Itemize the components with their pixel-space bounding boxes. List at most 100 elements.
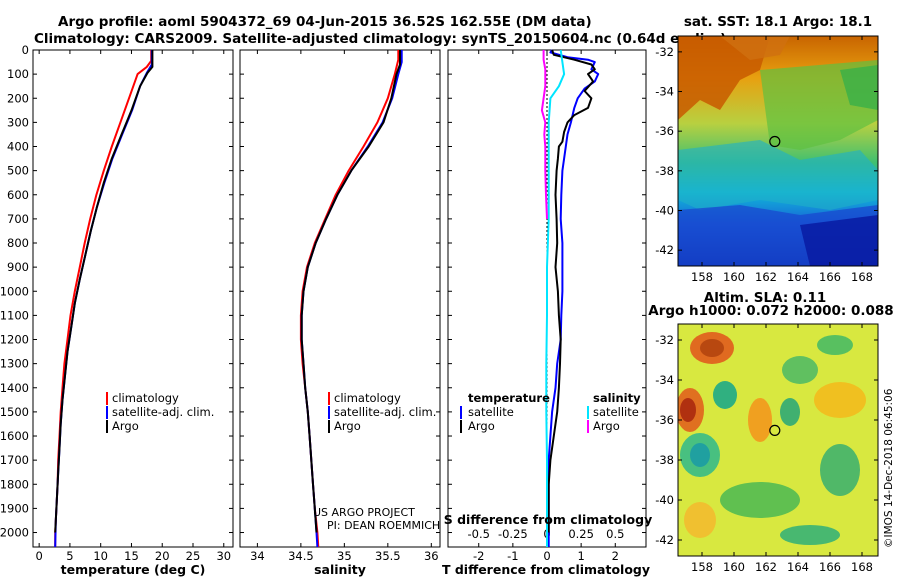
series-line-climatology bbox=[299, 50, 400, 548]
x-tick-label: 34.5 bbox=[288, 549, 314, 563]
map-y-tick-label: -42 bbox=[655, 533, 674, 547]
legend-swatch-satellite bbox=[328, 406, 330, 419]
y-tick-label: 200 bbox=[7, 91, 29, 105]
legend-s-satellite: satellite bbox=[593, 405, 639, 419]
map-y-tick-label: -36 bbox=[655, 124, 674, 138]
salinity-axes-box bbox=[239, 49, 441, 548]
y-tick-label: 800 bbox=[7, 236, 29, 250]
sla-map-title-2: Argo h1000: 0.072 h2000: 0.088 bbox=[648, 303, 893, 319]
x-tick-label: -2 bbox=[473, 549, 484, 563]
secondary-x-tick-label: 0.25 bbox=[568, 527, 594, 541]
temperature-legend: climatology satellite-adj. clim. Argo bbox=[106, 391, 214, 433]
series-line-salinity-argo bbox=[540, 50, 548, 219]
y-tick-label: 500 bbox=[7, 164, 29, 178]
map-x-tick-label: 158 bbox=[691, 270, 713, 284]
temperature-tick-group: 0100200300400500600700800900100011001200… bbox=[0, 43, 233, 563]
legend-swatch-s-argo bbox=[587, 420, 589, 433]
map-y-tick-label: -34 bbox=[655, 85, 674, 99]
title-line-1: Argo profile: aoml 5904372_69 04-Jun-201… bbox=[58, 14, 592, 30]
series-line-temperature-argo bbox=[547, 49, 596, 533]
y-tick-label: 1100 bbox=[0, 308, 29, 322]
map-y-tick-label: -32 bbox=[655, 45, 674, 59]
y-tick-label: 1000 bbox=[0, 284, 29, 298]
salinity-legend: climatology satellite-adj. clim. Argo bbox=[328, 391, 436, 433]
y-tick-label: 1800 bbox=[0, 477, 29, 491]
map-x-tick-label: 158 bbox=[691, 560, 713, 574]
x-tick-label: 34 bbox=[250, 549, 265, 563]
y-tick-label: 2000 bbox=[0, 526, 29, 540]
map-x-tick-label: 162 bbox=[755, 270, 777, 284]
map-x-tick-label: 168 bbox=[851, 270, 873, 284]
x-tick-label: 10 bbox=[93, 549, 108, 563]
x-tick-label: 15 bbox=[124, 549, 139, 563]
series-line-satellite bbox=[300, 50, 403, 548]
legend-s-argo: Argo bbox=[593, 419, 620, 433]
y-tick-label: 1300 bbox=[0, 357, 29, 371]
map-x-tick-label: 164 bbox=[787, 270, 809, 284]
legend-climatology: climatology bbox=[334, 391, 401, 405]
salinity-lines bbox=[299, 50, 403, 548]
map-x-tick-label: 160 bbox=[723, 270, 745, 284]
series-line-argo bbox=[54, 50, 154, 533]
map-x-tick-label: 160 bbox=[723, 560, 745, 574]
title-line-2: Climatology: CARS2009. Satellite-adjuste… bbox=[34, 31, 726, 47]
credit-imos: ©IMOS 14-Dec-2018 06:45:06 bbox=[883, 388, 895, 548]
legend-swatch-climatology bbox=[328, 392, 330, 405]
temperature-lines bbox=[54, 50, 154, 548]
difference-lines bbox=[540, 49, 600, 547]
x-tick-label: -1 bbox=[507, 549, 518, 563]
y-tick-label: 100 bbox=[7, 67, 29, 81]
y-tick-label: 1900 bbox=[0, 501, 29, 515]
credit-pi: PI: DEAN ROEMMICH bbox=[327, 519, 440, 532]
series-line-climatology bbox=[54, 50, 153, 547]
x-tick-label: 2 bbox=[612, 549, 619, 563]
legend-satellite-adj: satellite-adj. clim. bbox=[334, 405, 436, 419]
x-tick-label: 5 bbox=[66, 549, 73, 563]
x-tick-label: 1 bbox=[577, 549, 584, 563]
sla-map-title-1: Altim. SLA: 0.11 bbox=[704, 290, 826, 306]
legend-climatology: climatology bbox=[112, 391, 179, 405]
legend-swatch-t-argo bbox=[460, 420, 462, 433]
y-tick-label: 1400 bbox=[0, 381, 29, 395]
map-y-tick-label: -32 bbox=[655, 333, 674, 347]
map-x-tick-label: 168 bbox=[851, 560, 873, 574]
map-y-tick-label: -36 bbox=[655, 413, 674, 427]
y-tick-label: 600 bbox=[7, 188, 29, 202]
x-tick-label: 30 bbox=[216, 549, 231, 563]
difference-legend: temperature satellite Argo salinity sate… bbox=[460, 391, 641, 433]
map-y-tick-label: -40 bbox=[655, 493, 674, 507]
sla-map-panel: Altim. SLA: 0.11 Argo h1000: 0.072 h2000… bbox=[648, 290, 893, 574]
series-line-satellite bbox=[54, 50, 153, 548]
map-y-tick-label: -38 bbox=[655, 164, 674, 178]
salinity-xlabel: salinity bbox=[314, 562, 366, 577]
map-x-tick-label: 166 bbox=[819, 270, 841, 284]
map-y-tick-label: -34 bbox=[655, 373, 674, 387]
x-tick-label: 20 bbox=[155, 549, 170, 563]
y-tick-label: 1200 bbox=[0, 333, 29, 347]
map-y-tick-label: -42 bbox=[655, 243, 674, 257]
map-x-tick-label: 166 bbox=[819, 560, 841, 574]
x-tick-label: 0 bbox=[35, 549, 42, 563]
credit-project: US ARGO PROJECT bbox=[313, 506, 415, 519]
salinity-panel: 34 34.5 35 35.5 36 climatology satellite-adj… bbox=[239, 49, 441, 577]
sla-map-image bbox=[678, 324, 878, 556]
legend-temperature-header: temperature bbox=[468, 391, 550, 405]
x-tick-label: 35.5 bbox=[375, 549, 401, 563]
secondary-x-tick-label: -0.5 bbox=[467, 527, 489, 541]
x-tick-label: 35 bbox=[337, 549, 352, 563]
series-line-temperature-satellite bbox=[547, 49, 600, 547]
x-tick-label: 25 bbox=[186, 549, 201, 563]
sla-map-profile-marker bbox=[769, 424, 781, 436]
sla-map-ticks: 158 160 162 164 166 168 -32 -34 -36 -38 -40 -42 bbox=[655, 324, 878, 574]
map-x-tick-label: 162 bbox=[755, 560, 777, 574]
y-tick-label: 0 bbox=[22, 43, 29, 57]
sst-map-image bbox=[678, 36, 878, 266]
sla-map-frame bbox=[677, 323, 879, 557]
x-tick-label: 0 bbox=[543, 549, 550, 563]
sst-map-frame bbox=[677, 35, 879, 267]
sst-map-profile-marker bbox=[769, 135, 781, 148]
legend-salinity-header: salinity bbox=[593, 391, 641, 405]
legend-argo: Argo bbox=[112, 419, 139, 433]
